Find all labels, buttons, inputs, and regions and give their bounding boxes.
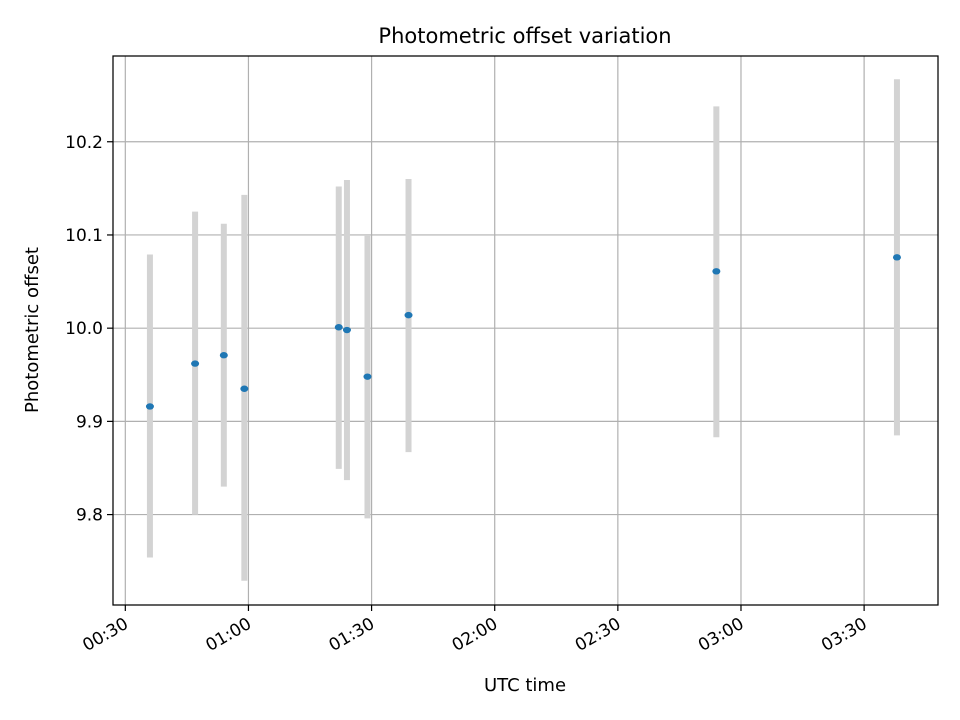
y-tick-label: 9.9 xyxy=(76,412,103,432)
x-axis-title: UTC time xyxy=(484,675,566,696)
plot-frame xyxy=(112,55,939,606)
chart-title: Photometric offset variation xyxy=(378,24,671,48)
grid-lines xyxy=(113,56,938,605)
data-point xyxy=(145,403,154,410)
y-tick-label: 9.8 xyxy=(76,506,103,526)
y-tick-label: 10.1 xyxy=(65,226,103,246)
y-axis-ticks: 9.8 9.9 10.0 10.1 10.2 xyxy=(65,133,113,526)
y-tick-label: 10.0 xyxy=(65,319,103,339)
data-point xyxy=(892,254,901,261)
data-point xyxy=(191,360,200,367)
data-point xyxy=(334,324,343,331)
data-point xyxy=(363,373,372,380)
y-axis-title: Photometric offset xyxy=(22,247,43,413)
data-point xyxy=(404,311,413,319)
data-point xyxy=(342,326,351,334)
data-point xyxy=(712,268,721,275)
data-points xyxy=(145,254,901,410)
y-tick-label: 10.2 xyxy=(65,133,103,153)
data-point xyxy=(219,352,228,359)
data-point xyxy=(240,385,249,392)
